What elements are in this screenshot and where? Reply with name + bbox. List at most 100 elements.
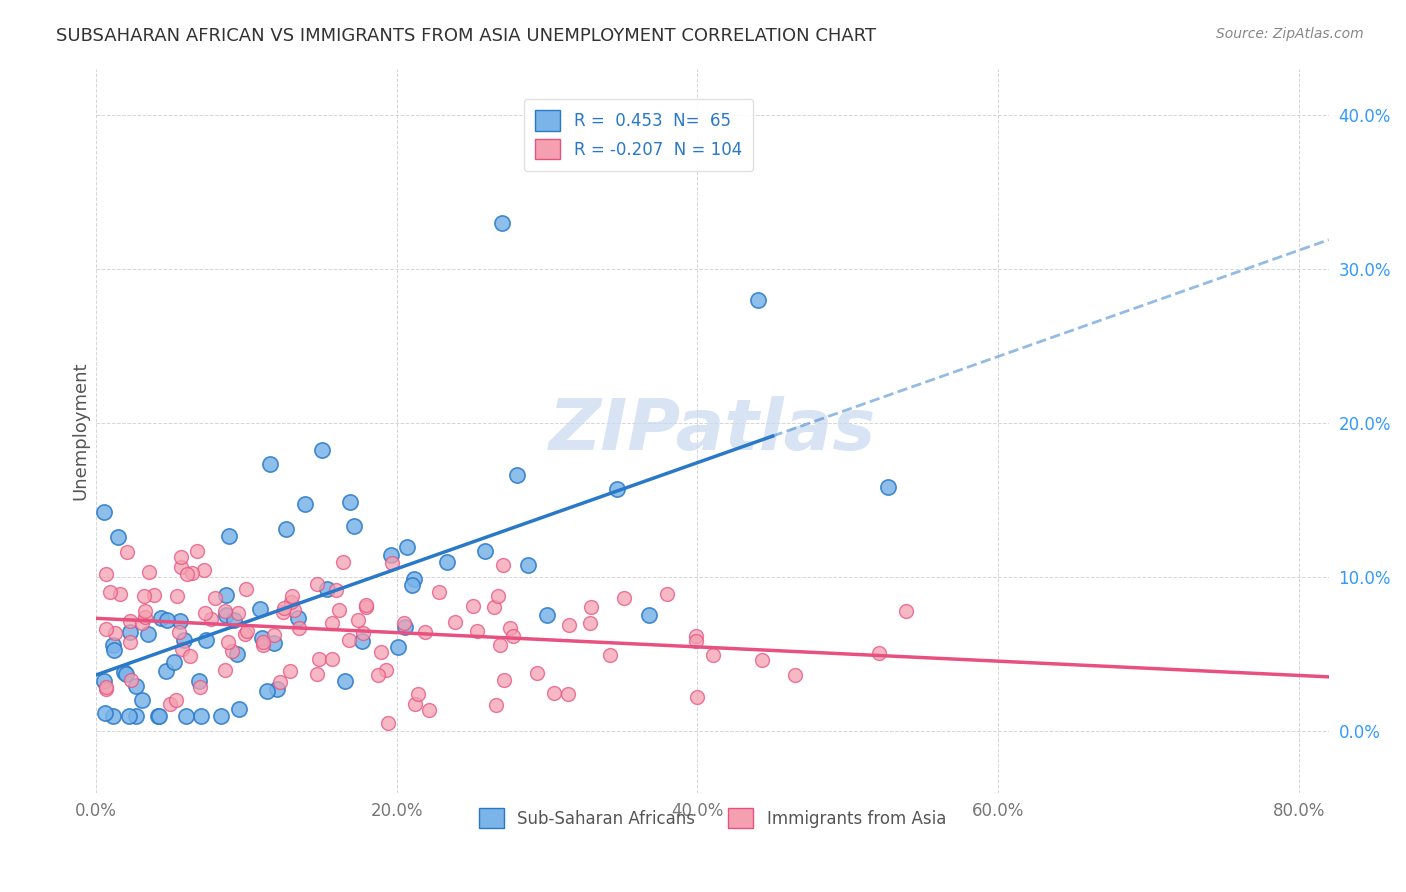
Point (352, 625, 374, 640)
Point (228, 702, 250, 716)
Point (172, 642, 194, 657)
Point (335, 674, 357, 689)
Point (155, 664, 177, 678)
Point (148, 708, 170, 723)
Point (138, 626, 160, 640)
Point (579, 615, 602, 630)
Point (224, 614, 246, 628)
Point (204, 591, 226, 606)
Point (506, 467, 529, 482)
Point (169, 614, 191, 628)
Point (188, 680, 211, 694)
Point (96, 680, 118, 694)
Point (166, 589, 188, 603)
Point (138, 565, 160, 579)
Point (283, 603, 305, 617)
Text: ZIPatlas: ZIPatlas (548, 396, 876, 465)
Point (655, 586, 678, 600)
Point (103, 643, 125, 657)
Point (214, 663, 236, 677)
Point (367, 668, 389, 682)
Point (114, 666, 136, 681)
Point (194, 606, 217, 620)
Point (311, 442, 333, 457)
Point (685, 634, 707, 648)
Point (170, 559, 193, 574)
Y-axis label: Unemployment: Unemployment (72, 361, 89, 500)
Point (526, 666, 548, 681)
Point (93, 674, 115, 689)
Point (599, 648, 621, 662)
Point (228, 606, 250, 620)
Point (516, 558, 538, 572)
Point (134, 610, 156, 624)
Point (377, 716, 399, 731)
Point (894, 604, 917, 618)
Point (395, 540, 418, 554)
Point (491, 216, 513, 230)
Point (354, 600, 377, 615)
Point (486, 589, 509, 603)
Point (252, 638, 274, 652)
Point (118, 708, 141, 723)
Point (394, 620, 416, 634)
Point (115, 545, 138, 559)
Point (120, 673, 142, 687)
Point (287, 611, 309, 625)
Point (167, 625, 190, 640)
Point (332, 555, 354, 569)
Point (558, 618, 581, 632)
Point (96, 623, 118, 637)
Point (236, 624, 259, 638)
Point (125, 708, 148, 723)
Point (93, 505, 115, 519)
Point (118, 614, 141, 628)
Point (165, 692, 187, 706)
Point (401, 578, 423, 592)
Point (392, 615, 415, 630)
Point (461, 599, 484, 613)
Point (263, 636, 285, 650)
Point (187, 673, 209, 688)
Point (354, 599, 377, 613)
Point (156, 613, 179, 627)
Point (877, 480, 900, 494)
Point (132, 589, 155, 603)
Point (557, 687, 579, 701)
Point (218, 528, 240, 542)
Point (215, 588, 238, 602)
Point (288, 621, 311, 635)
Point (502, 629, 524, 643)
Point (249, 602, 271, 616)
Point (118, 624, 141, 639)
Point (173, 632, 195, 647)
Point (308, 652, 330, 666)
Point (186, 544, 208, 558)
Point (112, 665, 135, 680)
Point (94, 682, 117, 697)
Point (579, 599, 602, 614)
Point (217, 634, 239, 648)
Point (339, 494, 361, 508)
Point (613, 591, 636, 605)
Point (278, 664, 301, 678)
Text: SUBSAHARAN AFRICAN VS IMMIGRANTS FROM ASIA UNEMPLOYMENT CORRELATION CHART: SUBSAHARAN AFRICAN VS IMMIGRANTS FROM AS… (56, 27, 876, 45)
Point (305, 577, 328, 591)
Point (638, 607, 661, 622)
Point (108, 587, 131, 601)
Point (406, 687, 429, 701)
Point (193, 563, 215, 577)
Point (484, 698, 506, 713)
Point (427, 584, 450, 599)
Point (474, 544, 496, 558)
Point (321, 652, 343, 666)
Point (321, 615, 343, 630)
Point (209, 708, 232, 723)
Point (343, 519, 366, 533)
Point (404, 698, 426, 712)
Point (107, 531, 129, 545)
Point (214, 604, 236, 618)
Point (316, 582, 339, 596)
Point (131, 616, 153, 631)
Point (543, 685, 565, 699)
